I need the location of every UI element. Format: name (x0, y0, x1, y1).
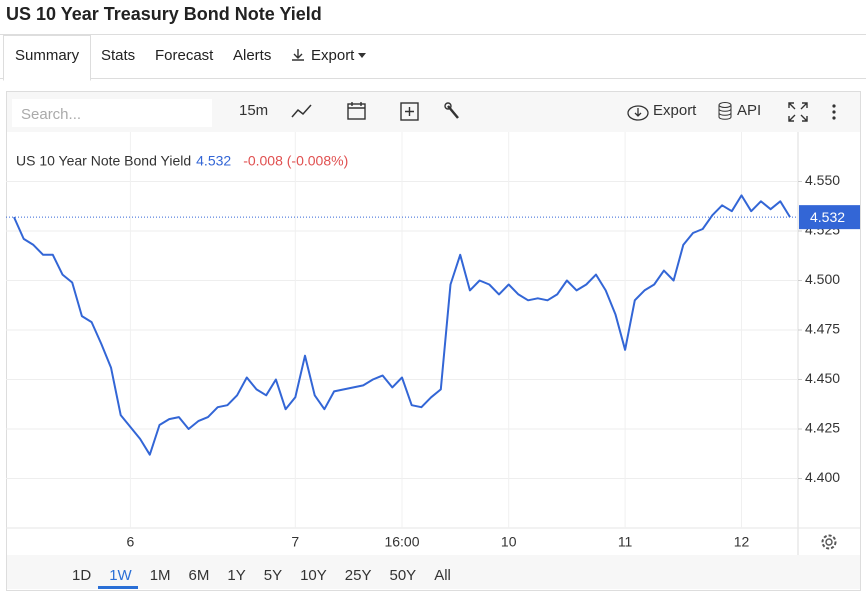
divider (0, 78, 866, 79)
last-price-box (799, 205, 860, 230)
tab[interactable]: Alerts (233, 47, 272, 64)
x-tick-label: 16:00 (384, 534, 419, 550)
legend-change: -0.008 (-0.008%) (243, 153, 348, 169)
tab[interactable]: Stats (101, 47, 136, 64)
tab[interactable]: Summary (15, 47, 80, 64)
y-tick-label: 4.500 (805, 271, 840, 287)
x-tick-label: 12 (734, 534, 750, 550)
range-button[interactable]: 5Y (263, 567, 283, 584)
last-price-label: 4.532 (810, 209, 845, 225)
range-button[interactable]: 1Y (227, 567, 246, 584)
price-line (13, 194, 791, 456)
active-tab (3, 35, 91, 81)
y-tick-label: 4.450 (805, 370, 840, 386)
x-tick-label: 6 (127, 534, 135, 550)
y-tick-label: 4.425 (805, 420, 840, 436)
api-button[interactable]: API (737, 102, 762, 119)
view-icons (788, 102, 836, 122)
legend-name: US 10 Year Note Bond Yield (16, 153, 191, 169)
chart-panel (6, 91, 861, 591)
export-button[interactable]: Export (653, 102, 697, 119)
y-tick-label: 4.400 (805, 469, 840, 485)
y-tick-label: 4.475 (805, 321, 840, 337)
range-bar (7, 555, 860, 589)
page-title: US 10 Year Treasury Bond Note Yield (6, 4, 322, 24)
add-icon[interactable] (400, 102, 419, 121)
fullscreen-icon[interactable] (788, 102, 808, 122)
x-tick-label: 10 (501, 534, 517, 550)
range-button[interactable]: All (434, 567, 451, 584)
export-icon (627, 105, 649, 121)
tab[interactable]: Export (311, 47, 355, 64)
chart-type-icon[interactable] (291, 104, 312, 118)
range-button[interactable]: 10Y (300, 567, 327, 584)
range-button[interactable]: 1W (109, 567, 132, 584)
range-button[interactable]: 6M (188, 567, 210, 584)
search-placeholder: Search... (21, 106, 82, 123)
y-tick-label: 4.550 (805, 172, 840, 188)
interval[interactable]: 15m (239, 102, 269, 119)
search-box[interactable] (12, 99, 212, 127)
range-button[interactable]: 25Y (344, 567, 372, 584)
calendar-icon[interactable] (347, 103, 366, 120)
database-icon (718, 102, 732, 120)
x-tick-label: 7 (291, 534, 299, 550)
settings-icon[interactable] (820, 533, 838, 551)
caret (358, 53, 366, 58)
range-button[interactable]: 50Y (389, 567, 417, 584)
toolbar-icons (291, 102, 459, 121)
download-icon (292, 49, 304, 61)
legend-value: 4.532 (196, 153, 231, 169)
selected-underline (98, 586, 139, 589)
range-button[interactable]: 1M (149, 567, 171, 584)
range-button[interactable]: 1D (72, 567, 92, 584)
x-tick-label: 11 (618, 534, 633, 550)
divider (0, 34, 866, 35)
tab[interactable]: Forecast (155, 47, 214, 64)
